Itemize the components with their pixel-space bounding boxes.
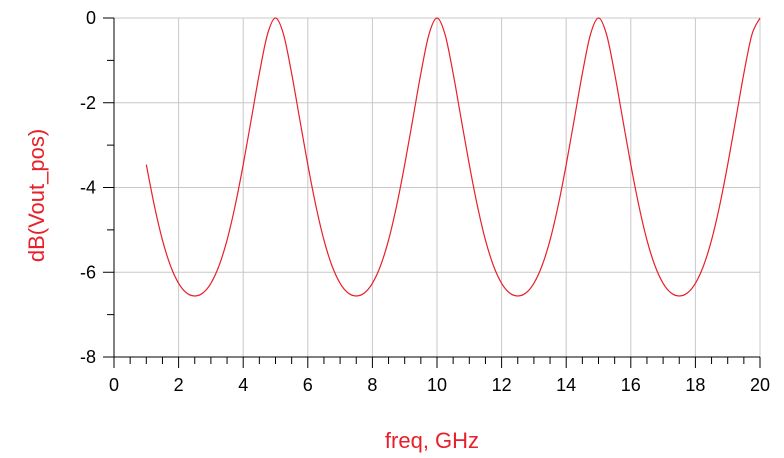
x-tick-label: 20	[750, 375, 770, 395]
x-tick-label: 0	[109, 375, 119, 395]
x-axis-title: freq, GHz	[385, 428, 479, 453]
y-tick-label: -6	[80, 262, 96, 282]
series-layer	[145, 17, 761, 297]
y-axis-title: dB(Vout_pos)	[24, 129, 49, 262]
x-tick-label: 2	[174, 375, 184, 395]
x-tick-label: 18	[685, 375, 705, 395]
series-line	[145, 17, 761, 297]
x-tick-label: 4	[238, 375, 248, 395]
x-tick-label: 12	[492, 375, 512, 395]
y-tick-label: -8	[80, 347, 96, 367]
grid	[113, 17, 761, 358]
y-tick-label: -4	[80, 178, 96, 198]
y-tick-label: 0	[86, 8, 96, 28]
x-tick-label: 10	[427, 375, 447, 395]
y-tick-label: -2	[80, 93, 96, 113]
x-tick-label: 16	[621, 375, 641, 395]
x-tick-label: 14	[556, 375, 576, 395]
x-tick-label: 8	[367, 375, 377, 395]
x-tick-label: 6	[303, 375, 313, 395]
ticks: 0 2 4 6 8 10 12 14 16 18 20 -8 -6 -4 -2 0	[80, 8, 770, 395]
